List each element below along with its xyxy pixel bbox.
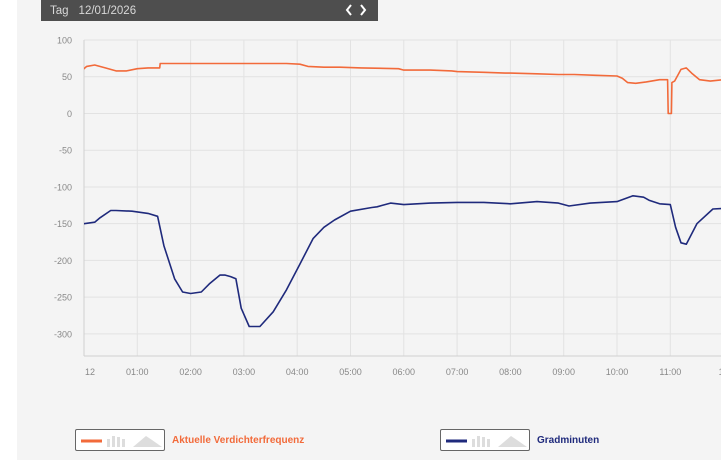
date-navigation [344,2,368,18]
chart-grid [83,39,721,357]
previous-day-button[interactable] [344,2,354,18]
x-tick-label: 01:00 [126,367,149,377]
x-axis-ticks: 12 01:00 02:00 03:00 04:00 05:00 06:00 07:00 08:… [85,367,721,377]
x-tick-label: 02:00 [179,367,202,377]
chevron-left-icon [345,4,352,16]
y-axis-ticks: 100 50 0 -50 -100 -150 -200 -250 -300 [54,36,72,340]
line-bar-area-icon [446,436,527,447]
y-tick-label: -250 [54,293,72,303]
date-label[interactable]: 12/01/2026 [78,4,137,17]
y-tick-label: 0 [67,109,72,119]
x-tick-label: 03:00 [233,367,256,377]
x-tick-label: 05:00 [339,367,362,377]
legend-item-gradminuten[interactable]: Gradminuten [440,428,599,452]
y-tick-label: -200 [54,256,72,266]
x-tick-label: 11:00 [659,367,681,377]
y-tick-label: -300 [54,329,72,339]
chart-series [84,62,721,328]
legend-label: Gradminuten [537,434,600,446]
legend-item-verdichterfrequenz[interactable]: Aktuelle Verdichterfrequenz [75,428,304,452]
series-toggle-verdichterfrequenz[interactable] [75,429,165,451]
x-tick-label: 10:00 [606,367,629,377]
line-chart: 100 50 0 -50 -100 -150 -200 -250 -300 12 01:00 02:… [54,36,721,377]
chevron-right-icon [360,4,367,16]
next-day-button[interactable] [358,2,368,18]
x-tick-label: 08:00 [499,367,522,377]
y-tick-label: 100 [57,36,72,46]
x-tick-label: 07:00 [446,367,469,377]
x-tick-label: 06:00 [393,367,416,377]
line-bar-area-icon [81,436,162,447]
series-toggle-gradminuten[interactable] [440,429,530,451]
y-tick-label: -150 [54,219,72,229]
x-tick-label: 12 [85,367,95,377]
period-label[interactable]: Tag [50,4,69,17]
date-selector-bar: Tag 12/01/2026 [41,0,378,21]
y-tick-label: -100 [54,182,72,192]
y-tick-label: -50 [59,146,72,156]
y-tick-label: 50 [62,72,72,82]
legend-label: Aktuelle Verdichterfrequenz [172,434,305,446]
x-tick-label: 12 [719,367,721,377]
series-line-verdichterfrequenz [84,62,721,115]
x-tick-label: 09:00 [552,367,575,377]
x-tick-label: 04:00 [286,367,309,377]
series-line-gradminuten [84,195,721,328]
